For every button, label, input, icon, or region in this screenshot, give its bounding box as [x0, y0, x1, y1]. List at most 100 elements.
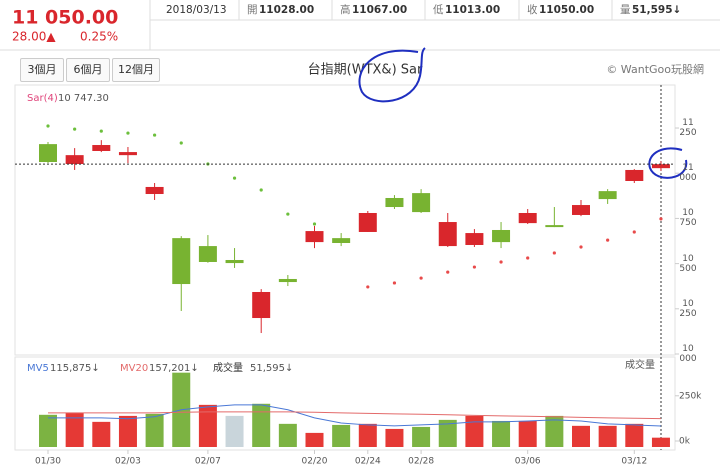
y-tick-label: 11 250 [679, 118, 697, 139]
legend-value: 115,875↓ [50, 363, 100, 374]
sar-dot [659, 217, 663, 221]
chart-title: 台指期(WTX&) Sar [308, 63, 423, 78]
legend-name: 成交量 [213, 361, 243, 374]
quote-value: 11050.00 [539, 4, 594, 16]
range-button[interactable]: 12個月 [112, 58, 160, 82]
candle-body [492, 229, 511, 243]
quote-label: 量 [620, 4, 631, 16]
volume-bar [625, 423, 644, 447]
legend-name: MV5 [27, 363, 49, 374]
sar-dot [472, 265, 476, 269]
quote-value: 51,595↓ [632, 4, 681, 16]
candle-body [625, 169, 644, 181]
quote-label: 高 [340, 3, 351, 16]
volume-bar [385, 428, 404, 447]
y-tick-label: 0k [679, 437, 691, 447]
sar-dot [499, 260, 503, 264]
volume-bar [225, 415, 244, 447]
legend-name: MV20 [120, 363, 148, 374]
candle-body [65, 155, 84, 165]
x-tick-label: 02/24 [355, 457, 381, 467]
volume-bar [305, 432, 324, 447]
candle-body [278, 278, 297, 283]
range-button[interactable]: 6個月 [66, 58, 110, 82]
y-tick-label: 10 750 [679, 208, 697, 229]
sar-dot [286, 212, 290, 216]
range-button[interactable]: 3個月 [20, 58, 64, 82]
sar-dot [606, 238, 610, 242]
quote-value: 11067.00 [352, 4, 407, 16]
quote-date: 2018/03/13 [166, 4, 227, 16]
annotation-circle [648, 147, 688, 179]
candle-body [438, 222, 457, 247]
change: 28.00▲ [12, 30, 56, 44]
volume-bar [518, 420, 537, 447]
y-tick-label: 10 000 [679, 344, 697, 364]
quote-label: 收 [527, 3, 538, 16]
x-tick-label: 03/06 [515, 457, 541, 467]
candle-body [225, 259, 244, 264]
volume-bar [118, 415, 137, 447]
percent: 0.25% [80, 30, 118, 44]
legend-value: 51,595↓ [250, 363, 293, 374]
volume-bar [278, 423, 297, 447]
volume-bar [332, 424, 351, 447]
x-tick-label: 03/12 [621, 457, 647, 467]
volume-frame [14, 356, 676, 451]
candle-body [118, 152, 137, 156]
sar-dot [259, 188, 263, 192]
indicator-label: Sar(4) [27, 93, 58, 104]
volume-bar [39, 414, 57, 447]
indicator-value: 10 747.30 [58, 93, 109, 104]
quote-value: 11028.00 [259, 4, 314, 16]
candle-body [145, 186, 164, 195]
price-frame [14, 84, 676, 356]
volume-bar [65, 412, 84, 447]
candle-body [92, 145, 111, 151]
sar-dot [419, 276, 423, 280]
x-tick-label: 02/07 [195, 457, 221, 467]
candle-body [252, 291, 271, 319]
panel-label: 成交量 [625, 358, 655, 371]
x-tick-label: 02/20 [302, 457, 328, 467]
moving-average [48, 404, 661, 427]
sar-dot [153, 133, 157, 137]
sar-dot [632, 230, 636, 234]
sar-dot [392, 281, 397, 285]
sar-dot [73, 127, 77, 131]
candle-body [651, 164, 670, 169]
price: 11 050.00 [12, 7, 118, 29]
candle-body [572, 205, 590, 215]
candle-body [358, 212, 377, 232]
y-tick-label: 250k [679, 391, 702, 401]
candle-body [518, 212, 537, 224]
volume-bar [412, 426, 431, 447]
sar-dot [179, 141, 183, 145]
sar-dot [99, 129, 103, 133]
sar-dot [232, 176, 237, 180]
volume-bar [145, 413, 164, 447]
volume-bar [572, 425, 590, 447]
quote-value: 11013.00 [445, 4, 500, 16]
candle-body [305, 231, 324, 243]
annotation-circle [358, 47, 426, 103]
y-tick-label: 10 500 [679, 253, 697, 274]
sar-dot [526, 256, 530, 260]
volume-bar [358, 423, 377, 447]
candle-body [545, 225, 564, 228]
credit: © WantGoo玩股網 [606, 62, 704, 76]
x-tick-label: 02/28 [408, 457, 434, 467]
x-tick-label: 01/30 [35, 457, 61, 467]
candle-body [39, 144, 57, 163]
sar-dot [446, 270, 450, 274]
candle-body [598, 191, 617, 200]
sar-dot [552, 251, 556, 255]
sar-dot [126, 131, 130, 135]
volume-bar [438, 419, 457, 447]
candle-body [412, 193, 431, 213]
sar-dot [579, 245, 583, 249]
candle-body [385, 197, 404, 208]
